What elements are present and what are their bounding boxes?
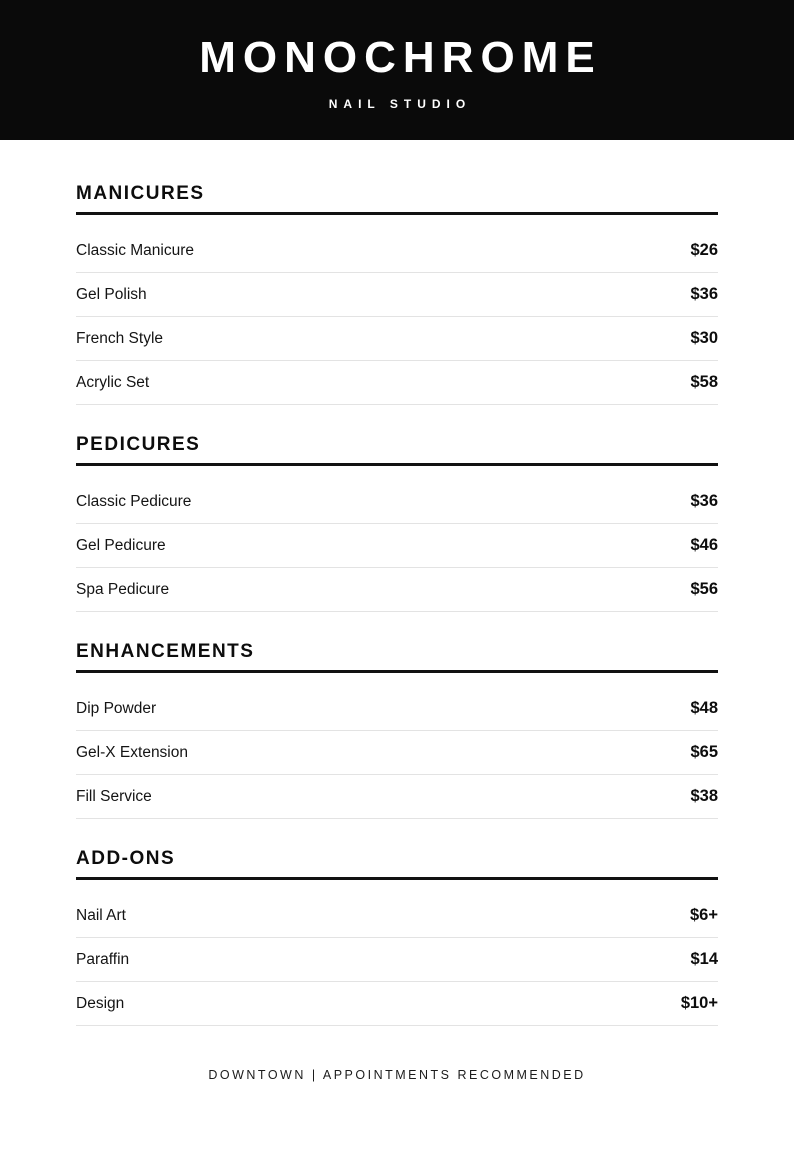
menu-item-row: Design $10+ [76, 982, 718, 1026]
item-price: $38 [690, 787, 718, 805]
menu-item-row: Classic Manicure $26 [76, 229, 718, 273]
menu-item-row: Fill Service $38 [76, 775, 718, 819]
section-title: ENHANCEMENTS [76, 640, 718, 673]
menu-item-row: Classic Pedicure $36 [76, 480, 718, 524]
item-price: $56 [690, 580, 718, 598]
item-name: Design [76, 994, 125, 1012]
menu-item-row: French Style $30 [76, 317, 718, 361]
menu-item-row: Paraffin $14 [76, 938, 718, 982]
item-price: $26 [690, 241, 718, 259]
item-name: Paraffin [76, 950, 130, 968]
menu-item-row: Gel-X Extension $65 [76, 731, 718, 775]
menu-item-row: Spa Pedicure $56 [76, 568, 718, 612]
item-price: $36 [690, 285, 718, 303]
item-price: $30 [690, 329, 718, 347]
menu-item-row: Gel Pedicure $46 [76, 524, 718, 568]
footer-note: DOWNTOWN | APPOINTMENTS RECOMMENDED [208, 1068, 586, 1082]
item-price: $6+ [690, 906, 718, 924]
item-price: $14 [690, 950, 718, 968]
item-name: Classic Pedicure [76, 492, 192, 510]
menu-item-row: Gel Polish $36 [76, 273, 718, 317]
price-menu: MANICURES Classic Manicure $26 Gel Polis… [0, 182, 794, 1026]
menu-item-row: Acrylic Set $58 [76, 361, 718, 405]
item-name: Gel Polish [76, 285, 147, 303]
studio-subtitle: NAIL STUDIO [328, 96, 472, 111]
item-name: Fill Service [76, 787, 152, 805]
menu-item-row: Nail Art $6+ [76, 894, 718, 938]
menu-item-row: Dip Powder $48 [76, 687, 718, 731]
section-title: PEDICURES [76, 433, 718, 466]
item-price: $48 [690, 699, 718, 717]
item-name: Dip Powder [76, 699, 157, 717]
item-price: $10+ [680, 994, 718, 1012]
item-name: Spa Pedicure [76, 580, 170, 598]
item-name: Gel-X Extension [76, 743, 188, 761]
section-manicures: MANICURES Classic Manicure $26 Gel Polis… [76, 182, 718, 405]
item-price: $36 [690, 492, 718, 510]
section-pedicures: PEDICURES Classic Pedicure $36 Gel Pedic… [76, 433, 718, 612]
item-price: $46 [690, 536, 718, 554]
item-name: French Style [76, 329, 164, 347]
section-enhancements: ENHANCEMENTS Dip Powder $48 Gel-X Extens… [76, 640, 718, 819]
item-price: $58 [690, 373, 718, 391]
item-name: Gel Pedicure [76, 536, 166, 554]
section-title: MANICURES [76, 182, 718, 215]
item-price: $65 [690, 743, 718, 761]
section-add-ons: ADD-ONS Nail Art $6+ Paraffin $14 Design… [76, 847, 718, 1026]
item-name: Classic Manicure [76, 241, 195, 259]
header-banner: MONOCHROME NAIL STUDIO [0, 0, 794, 140]
section-title: ADD-ONS [76, 847, 718, 880]
item-name: Acrylic Set [76, 373, 150, 391]
item-name: Nail Art [76, 906, 126, 924]
studio-title: MONOCHROME [199, 32, 602, 82]
